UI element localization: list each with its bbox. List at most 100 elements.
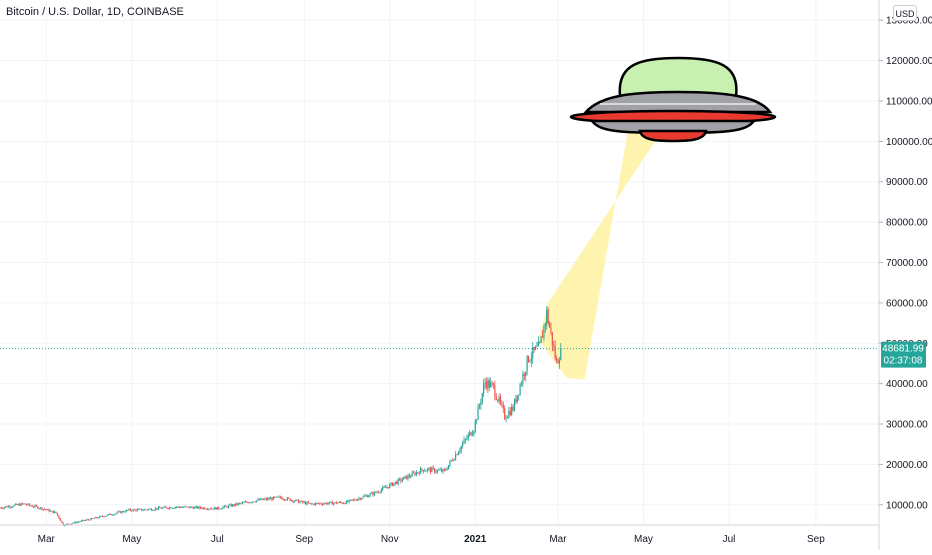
symbol-title[interactable]: Bitcoin / U.S. Dollar, 1D, COINBASE bbox=[6, 6, 184, 18]
candle-body bbox=[162, 507, 164, 509]
candle-body bbox=[111, 514, 113, 516]
candle-body bbox=[412, 472, 415, 474]
candle-body bbox=[250, 502, 252, 504]
candle-body bbox=[254, 501, 256, 503]
price-tick-label: 110000.00 bbox=[886, 96, 932, 107]
candle-body bbox=[38, 508, 40, 510]
candle-body bbox=[247, 502, 249, 504]
candle-body bbox=[355, 500, 357, 501]
candle-body bbox=[303, 501, 305, 503]
candle-body bbox=[255, 500, 258, 502]
candle-body bbox=[16, 503, 18, 505]
candle-body bbox=[555, 358, 558, 361]
candle-body bbox=[382, 487, 384, 490]
candle-body bbox=[394, 481, 396, 484]
candle-body bbox=[448, 465, 450, 470]
candle-body bbox=[195, 506, 197, 508]
price-tick-label: 20000.00 bbox=[886, 460, 928, 471]
candle-body bbox=[194, 507, 196, 509]
candle-body bbox=[309, 503, 311, 504]
candle-body bbox=[512, 406, 514, 411]
candle-body bbox=[317, 503, 319, 504]
candle-body bbox=[94, 517, 96, 519]
candle-body bbox=[52, 510, 54, 513]
candle-body bbox=[274, 496, 276, 498]
time-tick-label: Mar bbox=[38, 534, 56, 545]
candle-body bbox=[35, 505, 38, 507]
candle-body bbox=[98, 516, 101, 518]
candle-body bbox=[84, 520, 87, 521]
candle-body bbox=[7, 506, 10, 508]
time-tick-label: Jul bbox=[723, 534, 736, 545]
candle-body bbox=[296, 499, 298, 501]
time-tick-label: Sep bbox=[807, 534, 825, 545]
candle-body bbox=[363, 495, 366, 497]
candle-body bbox=[100, 516, 102, 517]
candle-body bbox=[286, 497, 288, 501]
candle-body bbox=[86, 519, 88, 521]
candle-body bbox=[105, 515, 108, 517]
candle-body bbox=[107, 514, 109, 516]
candle-body bbox=[49, 510, 52, 512]
candle-body bbox=[326, 502, 328, 505]
candle-body bbox=[327, 503, 329, 505]
candlesticks bbox=[0, 305, 562, 527]
time-tick-label: Sep bbox=[295, 534, 313, 545]
time-axis[interactable]: Mar May Jul Sep Nov 2021 Mar May Jul Sep bbox=[38, 534, 826, 545]
candle-body bbox=[340, 501, 342, 503]
candle-body bbox=[83, 519, 85, 521]
candle-body bbox=[216, 507, 218, 510]
candle-body bbox=[121, 511, 123, 514]
candle-body bbox=[354, 499, 356, 501]
candle-body bbox=[58, 515, 60, 519]
time-tick-label: May bbox=[634, 534, 653, 545]
candle-body bbox=[215, 507, 217, 510]
candle-body bbox=[456, 454, 458, 456]
candle-body bbox=[337, 502, 339, 504]
candle-body bbox=[405, 475, 408, 480]
candle-body bbox=[69, 524, 71, 525]
candle-body bbox=[26, 504, 28, 506]
candle-body bbox=[220, 508, 223, 510]
price-axis[interactable]: 130000.00 120000.00 110000.00 100000.00 9000… bbox=[879, 16, 932, 512]
price-tick-label: 130000.00 bbox=[886, 16, 932, 27]
ufo-upper-hull bbox=[583, 90, 773, 114]
candle-body bbox=[153, 509, 155, 511]
candle-body bbox=[419, 468, 422, 474]
candle-body bbox=[171, 508, 174, 509]
candle-body bbox=[211, 508, 213, 510]
candle-body bbox=[68, 523, 70, 525]
candle-body bbox=[544, 323, 546, 326]
candle-body bbox=[536, 346, 538, 347]
candle-body bbox=[372, 492, 374, 495]
candle-body bbox=[383, 486, 385, 488]
candle-body bbox=[72, 523, 74, 524]
currency-button[interactable]: USD bbox=[893, 5, 917, 21]
candle-body bbox=[411, 472, 413, 477]
candle-body bbox=[178, 506, 181, 508]
candle-body bbox=[464, 439, 467, 440]
price-tick-label: 120000.00 bbox=[886, 56, 932, 67]
candle-body bbox=[442, 469, 444, 472]
candle-body bbox=[268, 498, 270, 500]
candle-body bbox=[169, 507, 171, 509]
candle-body bbox=[253, 501, 255, 503]
candle-body bbox=[397, 479, 399, 484]
candle-body bbox=[384, 486, 387, 488]
candle-body bbox=[523, 374, 525, 376]
candle-body bbox=[292, 500, 294, 502]
candle-body bbox=[300, 500, 303, 502]
candle-body bbox=[470, 432, 472, 436]
candle-body bbox=[398, 478, 401, 480]
candle-body bbox=[351, 499, 353, 501]
candle-body bbox=[310, 503, 312, 505]
candle-body bbox=[124, 511, 126, 513]
candle-body bbox=[146, 509, 148, 511]
candle-body bbox=[21, 503, 24, 505]
candle-body bbox=[110, 513, 112, 515]
ufo-tractor-beam bbox=[538, 129, 664, 380]
candle-body bbox=[199, 506, 202, 509]
last-price-badge-bg bbox=[881, 341, 926, 368]
candle-body bbox=[373, 491, 375, 495]
